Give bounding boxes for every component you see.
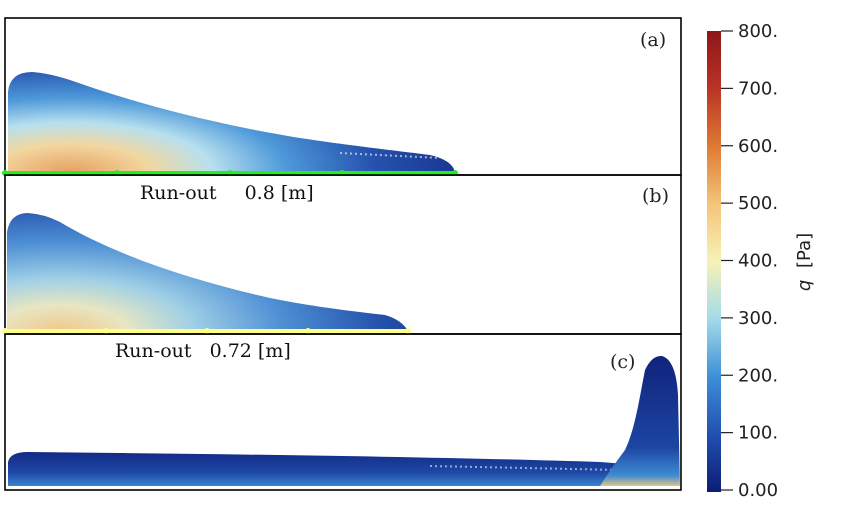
panel-b-runout-text: Run-out 0.72 [m] — [115, 340, 291, 362]
panel-c-frame — [4, 333, 682, 491]
colorbar-tick-label: 800. — [738, 21, 778, 42]
panel-b-runout-markers — [2, 328, 411, 334]
colorbar-tick-label: 100. — [738, 423, 778, 444]
panel-a-runout-value: 0.8 [m] — [245, 182, 314, 204]
panel-a-runout-prefix: Run-out — [140, 182, 217, 204]
panel-b-flow-mass — [7, 213, 408, 331]
panel-a-flow-mass — [8, 72, 455, 172]
panel-c-thin-layer — [8, 452, 640, 486]
colorbar-tick-label: 700. — [738, 78, 778, 99]
panel-c-wave — [600, 355, 680, 486]
panel-c: (c) — [4, 333, 682, 491]
colorbar-tick-label: 200. — [738, 365, 778, 386]
panel-a-front-ripples — [339, 152, 441, 159]
panel-c-label: (c) — [610, 351, 635, 373]
panel-b-runout-value: 0.72 [m] — [210, 340, 291, 362]
colorbar-tick-label: 500. — [738, 193, 778, 214]
panel-c-layer-ripples — [429, 465, 621, 471]
colorbar-title: q [Pa] — [794, 233, 815, 291]
colorbar-title-var: q — [794, 280, 815, 291]
colorbar-gradient — [707, 31, 721, 492]
colorbar-tick-label: 300. — [738, 308, 778, 329]
colorbar: 800. 700. 600. 500. 400. 300. 200. 100. 0.00 q [… — [707, 21, 815, 501]
panel-a: (a) Run-out 0.8 [m] — [2, 17, 682, 204]
colorbar-tick-label: 0.00 — [738, 480, 778, 501]
colorbar-ticks: 800. 700. 600. 500. 400. 300. 200. 100. 0.00 — [721, 21, 778, 501]
panel-b-runout-prefix: Run-out — [115, 340, 192, 362]
panel-a-label: (a) — [640, 29, 666, 51]
panel-b-label: (b) — [642, 185, 669, 207]
colorbar-tick-label: 400. — [738, 251, 778, 272]
colorbar-tick-label: 600. — [738, 136, 778, 157]
colorbar-title-unit: [Pa] — [794, 233, 815, 268]
panel-a-runout-text: Run-out 0.8 [m] — [140, 182, 314, 204]
